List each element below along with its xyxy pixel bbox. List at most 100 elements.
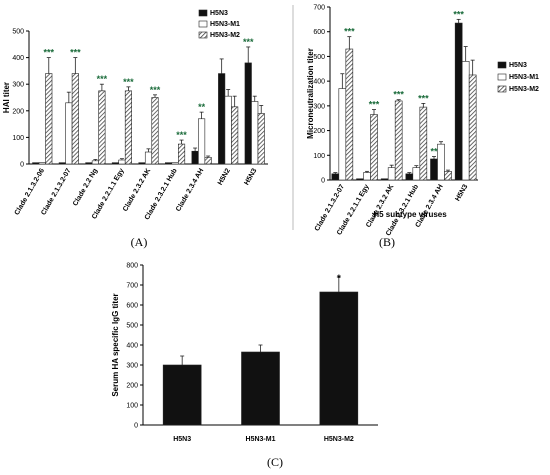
significance-mark: ***: [453, 9, 464, 19]
y-tick-label: 500: [126, 323, 138, 330]
significance-mark: ***: [418, 93, 429, 103]
significance-mark: ***: [176, 130, 187, 140]
bar: [380, 178, 389, 181]
bar: [144, 151, 153, 165]
bar: [461, 61, 470, 181]
y-axis-label: HAI titer: [2, 82, 11, 113]
significance-mark: **: [430, 147, 438, 157]
legend-label: H5N3-M2: [509, 86, 539, 93]
y-tick-label: 300: [126, 363, 138, 370]
x-tick-label: Clade 2.3.4 AH: [175, 168, 205, 213]
legend-label: H5N3: [509, 62, 527, 69]
bar: [178, 143, 186, 165]
bar: [468, 74, 477, 181]
y-tick-label: 100: [313, 153, 325, 160]
bar: [345, 48, 354, 181]
bar: [218, 73, 226, 165]
y-tick-label: 0: [134, 423, 138, 430]
x-tick-label: Clade 2.3.4 AH: [414, 184, 444, 229]
legend-swatch: [198, 31, 208, 39]
legend-swatch: [497, 61, 507, 69]
legend-swatch: [497, 85, 507, 93]
y-tick-label: 200: [313, 128, 325, 135]
bar: [231, 106, 239, 165]
bar: [437, 143, 445, 181]
bar: [111, 162, 119, 165]
bar: [171, 162, 179, 165]
bar: [38, 162, 46, 165]
bar: [356, 178, 364, 181]
significance-mark: ***: [70, 48, 81, 58]
y-tick-label: 700: [126, 283, 138, 290]
y-tick-label: 300: [313, 103, 325, 110]
bar: [444, 171, 452, 181]
bar: [394, 100, 403, 181]
x-tick-label: Clade 2.3.2 AK: [122, 168, 152, 213]
y-axis-label: Serum HA specific IgG titer: [111, 293, 120, 396]
bar: [430, 158, 438, 181]
y-tick-label: 0: [20, 162, 24, 169]
significance-mark: ***: [123, 77, 134, 87]
legend-label: H5N3-M1: [210, 21, 240, 28]
significance-mark: ***: [393, 90, 404, 100]
bar: [45, 73, 53, 165]
y-tick-label: 100: [126, 403, 138, 410]
y-tick-label: 100: [12, 135, 24, 142]
bar: [370, 114, 378, 181]
bar: [198, 118, 206, 165]
bar: [65, 102, 73, 165]
y-tick-label: 200: [12, 108, 24, 115]
bar: [338, 88, 347, 181]
bar: [165, 162, 173, 165]
x-tick-label: H5N3-M1: [246, 436, 276, 443]
bar: [118, 159, 126, 165]
bar: [405, 173, 414, 181]
y-axis-label: Microneutralization titer: [306, 48, 315, 139]
bar: [241, 351, 280, 426]
bar: [319, 291, 359, 426]
significance-mark: ***: [344, 27, 355, 37]
bar: [387, 167, 396, 181]
x-tick-label: H5N3: [454, 183, 469, 202]
x-tick-label: Clade 2.2 Ng: [72, 168, 99, 208]
y-tick-label: 500: [313, 54, 325, 61]
legend-label: H5N3-M1: [509, 74, 539, 81]
bar: [98, 90, 106, 165]
significance-mark: ***: [150, 85, 161, 95]
x-tick-label: H5N2: [217, 167, 232, 186]
bar: [124, 90, 132, 165]
bar: [257, 113, 265, 165]
y-tick-label: 700: [313, 5, 325, 12]
legend-label: H5N3-M2: [210, 32, 240, 39]
y-tick-label: 400: [313, 79, 325, 86]
y-tick-label: 300: [12, 82, 24, 89]
x-tick-label: Clade 2.1.3.2-06: [14, 167, 46, 216]
y-tick-label: 500: [12, 29, 24, 36]
bar: [419, 106, 428, 181]
significance-mark: ***: [97, 74, 108, 84]
legend-swatch: [497, 73, 507, 81]
bar: [204, 157, 212, 165]
chart-b: 0 100 200 300 400 500 600 700 Microneutralizatio…: [306, 5, 539, 238]
panel-label-c: (C): [267, 455, 283, 469]
bar: [412, 167, 421, 181]
legend-swatch: [198, 20, 208, 28]
bar: [224, 95, 232, 165]
bar: [454, 22, 463, 181]
bar: [331, 173, 340, 181]
chart-c: 0 100 200 300 400 500 600 700 800 Serum HA specif…: [111, 263, 378, 443]
bar: [91, 160, 99, 165]
bar: [71, 73, 79, 165]
bar: [363, 172, 371, 181]
panel-label-a: (A): [131, 235, 148, 249]
legend-label: H5N3: [210, 10, 228, 17]
bar: [162, 364, 202, 426]
bar: [191, 150, 199, 165]
y-tick-label: 800: [126, 263, 138, 270]
y-tick-label: 400: [126, 343, 138, 350]
chart-a: 0 100 200 300 400 500 HAI titer Clade 2.1.3.2-0…: [2, 9, 268, 221]
x-axis-label: H5 subtype viruses: [373, 210, 447, 219]
bar: [85, 162, 93, 165]
y-tick-label: 0: [321, 178, 325, 185]
